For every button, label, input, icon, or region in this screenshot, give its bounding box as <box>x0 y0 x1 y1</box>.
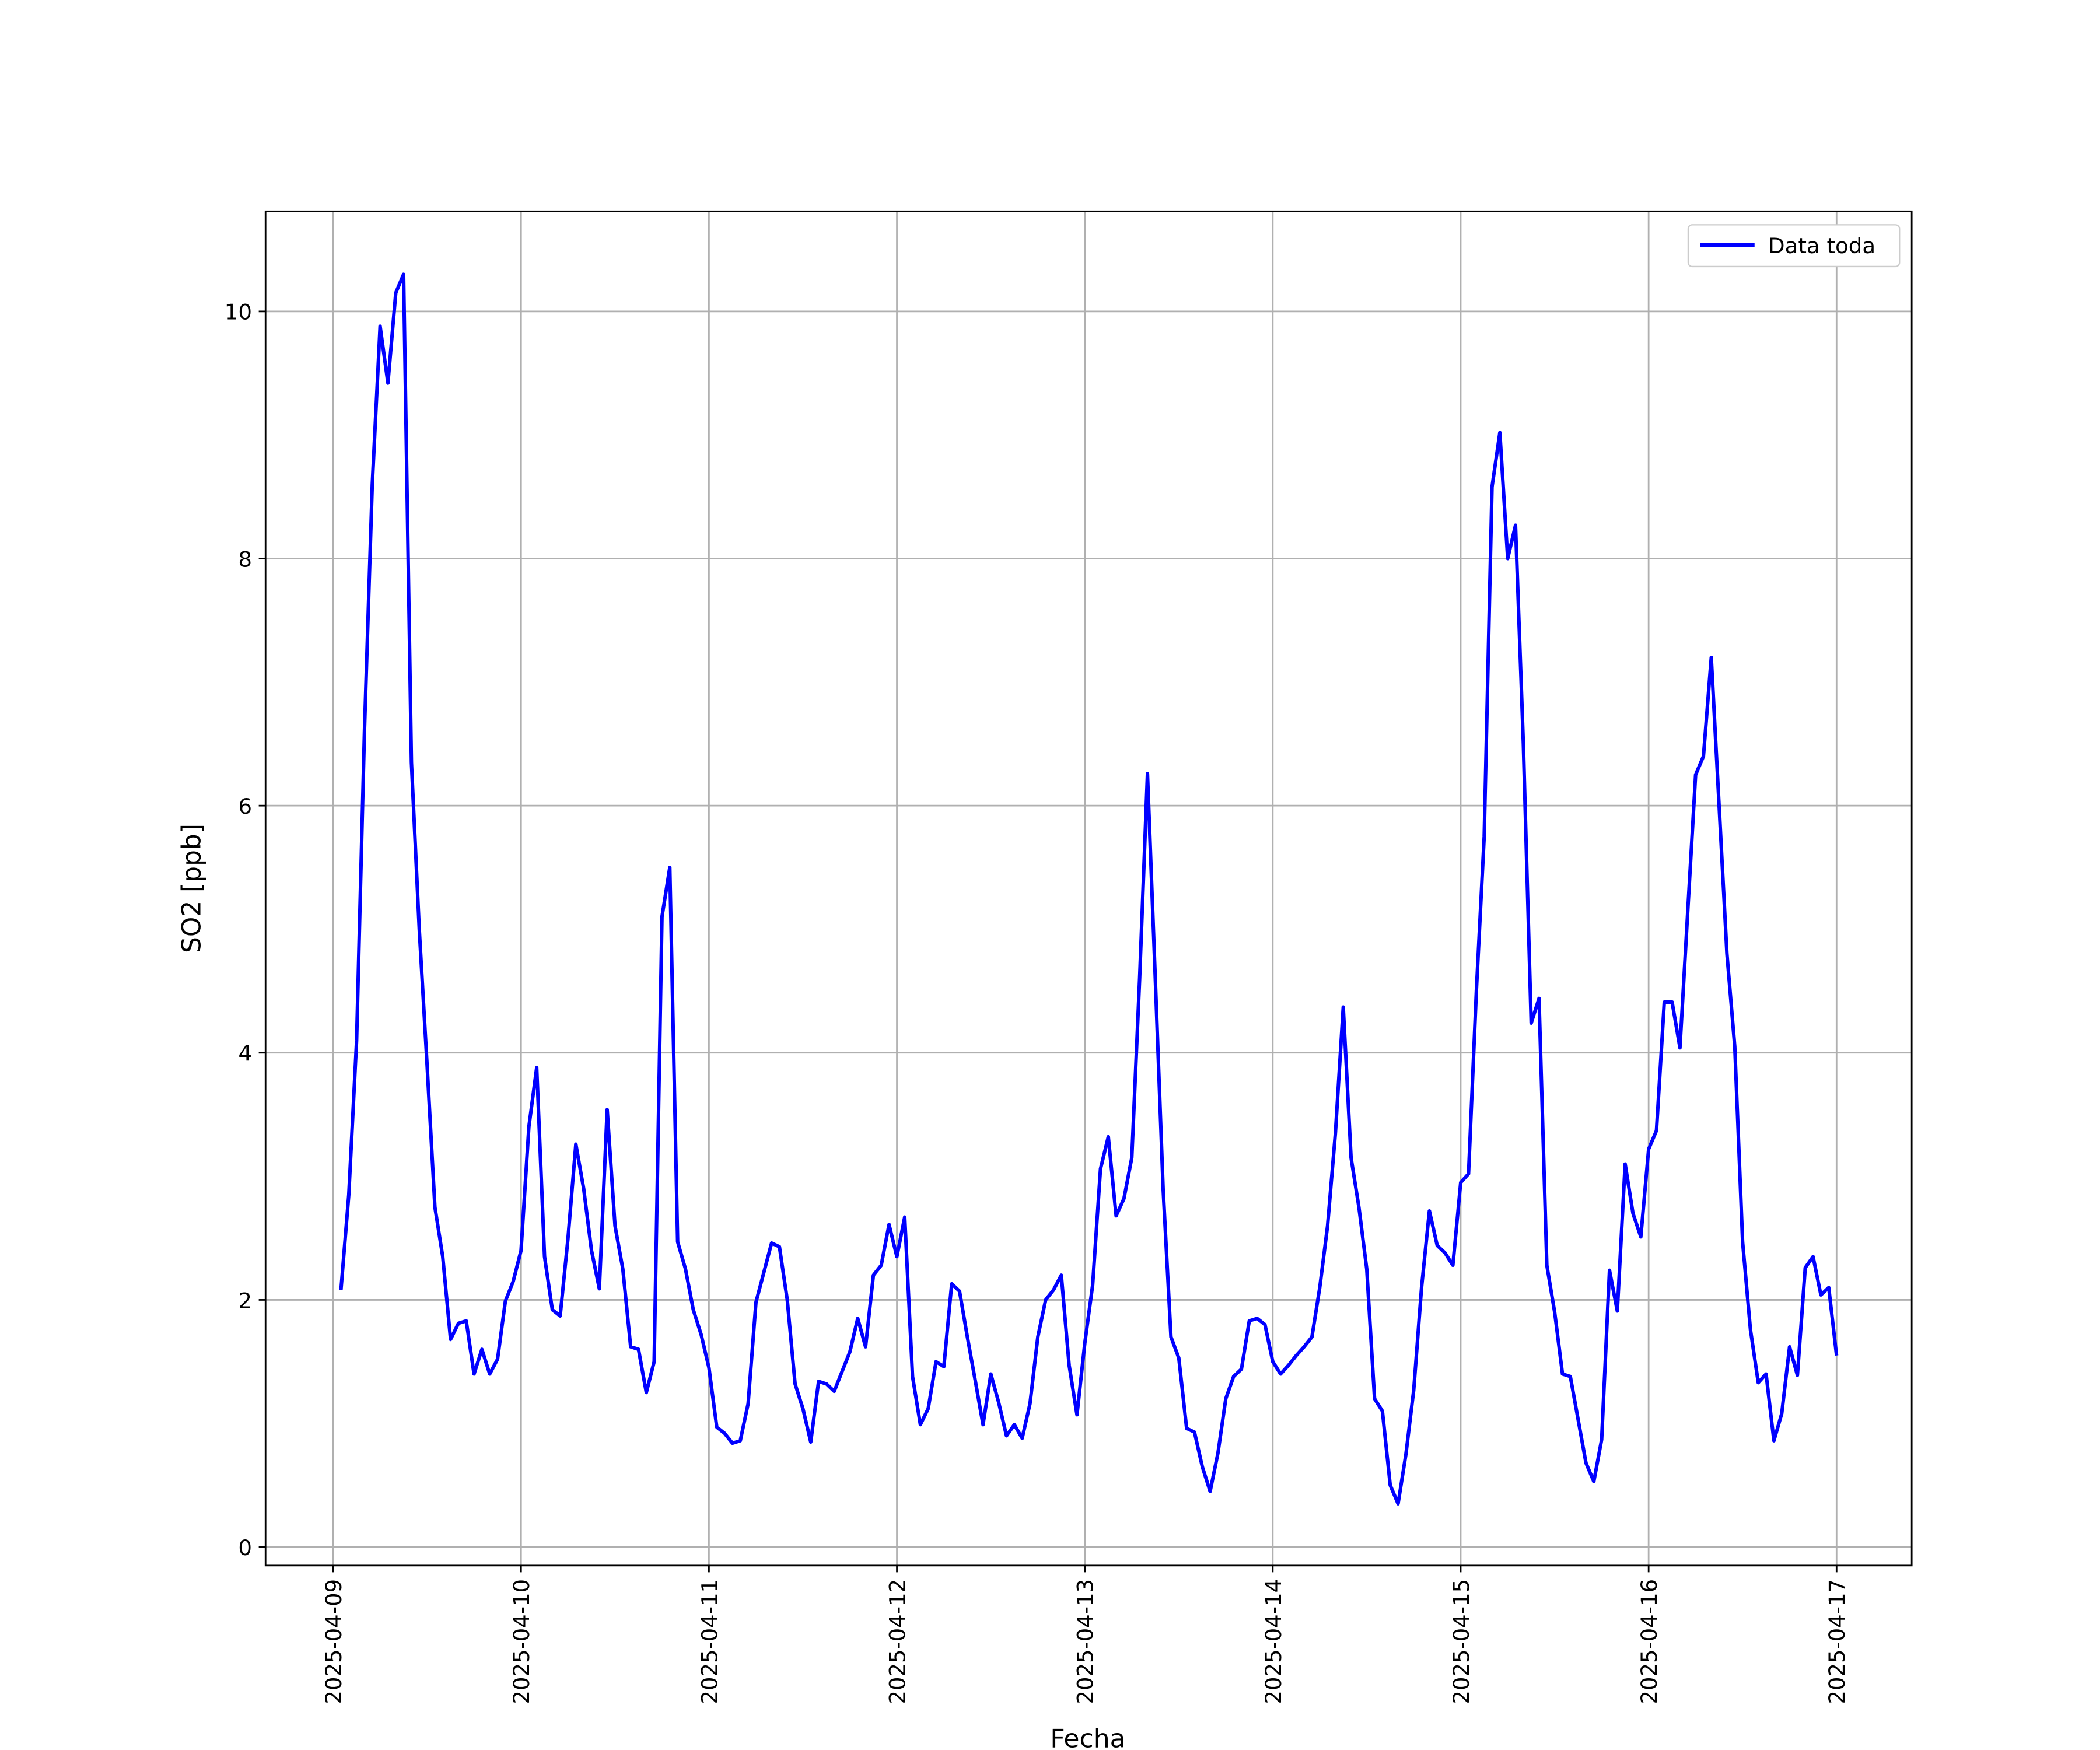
y-axis-label: SO2 [ppb] <box>177 824 207 953</box>
y-tick-label: 0 <box>238 1535 252 1560</box>
x-tick-label: 2025-04-13 <box>1073 1579 1098 1704</box>
y-tick-label: 4 <box>238 1041 252 1066</box>
x-tick-label: 2025-04-17 <box>1825 1579 1850 1704</box>
y-tick-label: 10 <box>225 300 252 325</box>
x-tick-label: 2025-04-09 <box>321 1579 346 1704</box>
x-tick-label: 2025-04-16 <box>1637 1579 1662 1704</box>
x-tick-label: 2025-04-11 <box>697 1579 722 1704</box>
x-tick-label: 2025-04-14 <box>1261 1579 1286 1704</box>
x-axis-label: Fecha <box>1050 1724 1125 1750</box>
y-tick-label: 8 <box>238 547 252 572</box>
x-tick-label: 2025-04-10 <box>509 1579 534 1704</box>
y-tick-label: 2 <box>238 1288 252 1313</box>
legend-label: Data toda <box>1768 233 1875 258</box>
y-tick-label: 6 <box>238 794 252 819</box>
data-line <box>339 272 1839 1506</box>
x-tick-label: 2025-04-15 <box>1449 1579 1474 1704</box>
x-tick-label: 2025-04-12 <box>885 1579 910 1704</box>
axes-frame <box>264 210 1913 1567</box>
legend: Data toda <box>1687 224 1901 268</box>
plot-area <box>339 272 1839 1506</box>
ticks: 0 2 4 6 8 10 2025-04-09 2025-04-10 2025-04-11 202… <box>225 300 1850 1704</box>
legend-box <box>1687 224 1901 268</box>
